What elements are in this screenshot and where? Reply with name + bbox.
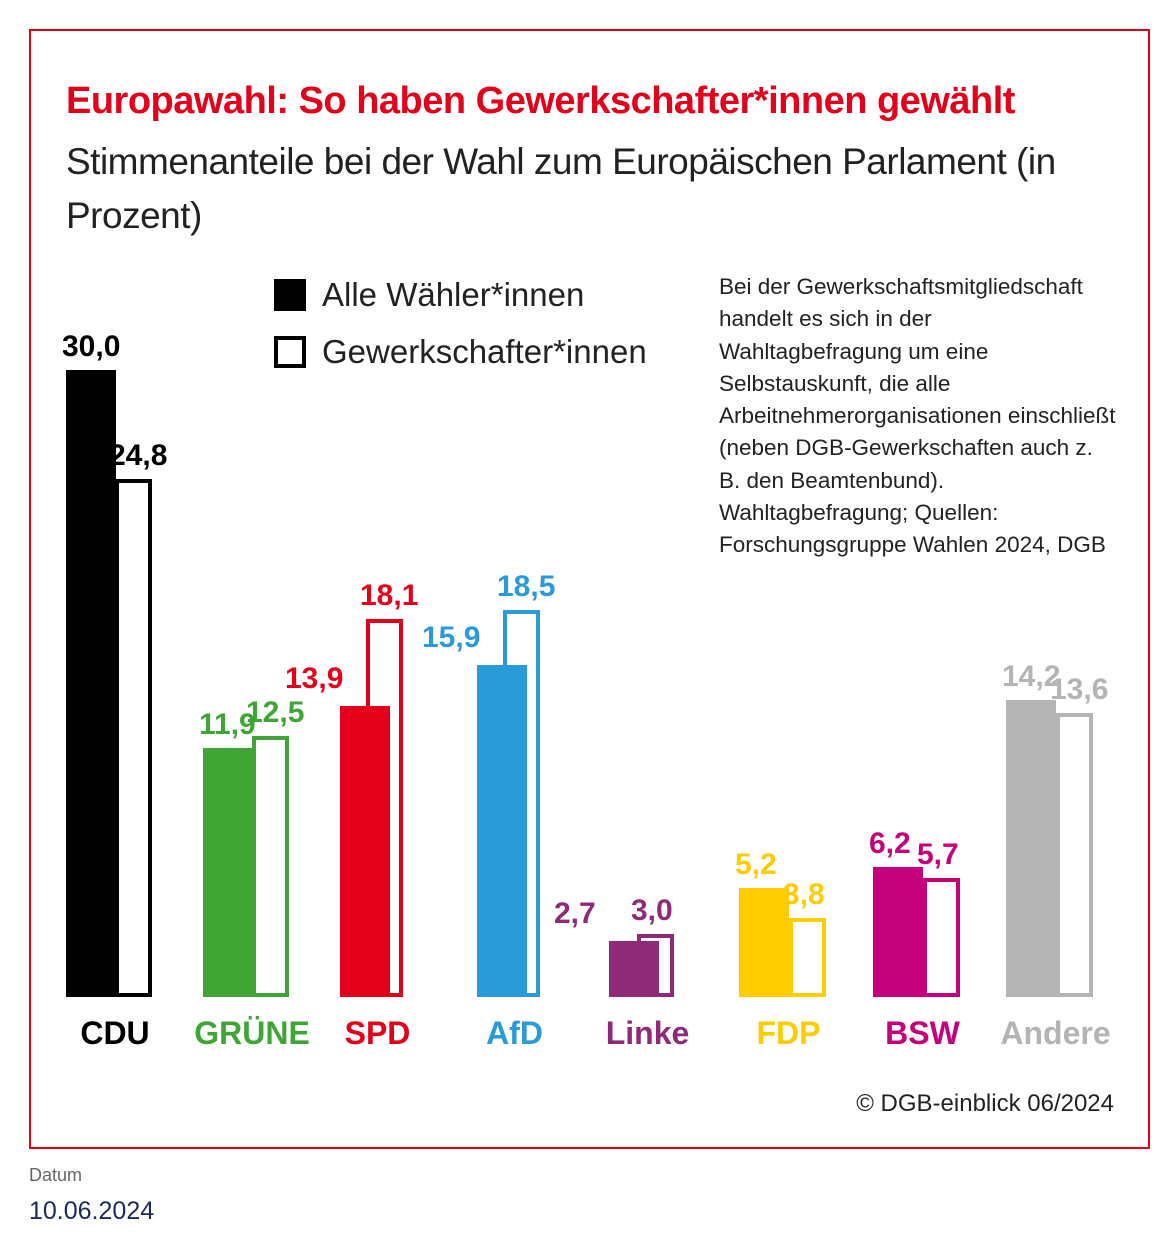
value-label-all: 2,7 (554, 896, 596, 930)
copyright: © DGB-einblick 06/2024 (856, 1090, 1114, 1117)
category-label-cdu: CDU (80, 1015, 150, 1051)
category-label-fdp: FDP (756, 1015, 821, 1051)
value-label-all: 14,2 (1002, 660, 1061, 694)
bar-union-bsw (923, 877, 960, 997)
chart-title: Europawahl: So haben Gewerkschafter*inne… (66, 80, 1015, 122)
chart-subtitle: Stimmenanteile bei der Wahl zum Europäis… (66, 141, 1056, 236)
bar-all-linke (609, 940, 659, 997)
bar-all-fdp (739, 888, 789, 997)
value-label-union: 12,5 (246, 695, 305, 729)
bar-all-cdu (66, 370, 116, 997)
value-label-union: 3,8 (783, 877, 825, 911)
legend-item-union: Gewerkschafter*innen (274, 333, 647, 371)
value-label-union: 18,1 (360, 578, 419, 612)
legend-item-all: Alle Wähler*innen (274, 276, 584, 314)
value-label-all: 6,2 (869, 827, 911, 861)
bar-all-spd (340, 706, 390, 997)
bar-union-cdu (115, 478, 152, 997)
category-label-andere: Andere (1000, 1015, 1111, 1051)
category-label-linke: Linke (605, 1015, 690, 1051)
bar-union-andere (1056, 712, 1093, 997)
category-label-grüne: GRÜNE (194, 1015, 310, 1051)
value-label-union: 18,5 (497, 570, 556, 604)
value-label-union: 3,0 (631, 894, 673, 928)
value-label-all: 11,9 (199, 708, 256, 742)
legend-label: Gewerkschafter*innen (322, 333, 647, 370)
value-label-all: 5,2 (735, 848, 777, 882)
value-label-all: 30,0 (62, 330, 121, 363)
legend-swatch-outline (274, 336, 306, 368)
bar-all-bsw (873, 867, 923, 997)
legend-label: Alle Wähler*innen (322, 276, 585, 313)
value-label-all: 13,9 (285, 662, 344, 696)
category-label-bsw: BSW (885, 1015, 960, 1051)
date-label: Datum (29, 1165, 83, 1185)
date-value: 10.06.2024 (29, 1197, 155, 1225)
bar-union-grüne (252, 735, 289, 997)
bar-all-andere (1006, 700, 1056, 997)
value-label-union: 24,8 (109, 438, 168, 472)
value-label-union: 13,6 (1050, 672, 1109, 706)
value-label-union: 5,7 (917, 837, 959, 871)
category-label-spd: SPD (344, 1015, 411, 1051)
value-label-all: 15,9 (422, 620, 481, 654)
chart-note: Bei der Gewerkschaftsmitgliedschaft hand… (719, 274, 1116, 558)
bar-all-afd (477, 664, 527, 997)
category-label-afd: AfD (486, 1015, 543, 1051)
legend-swatch-filled (274, 279, 306, 311)
bar-union-fdp (789, 917, 826, 997)
bar-all-grüne (203, 748, 253, 997)
chart-frame (29, 29, 1150, 1149)
